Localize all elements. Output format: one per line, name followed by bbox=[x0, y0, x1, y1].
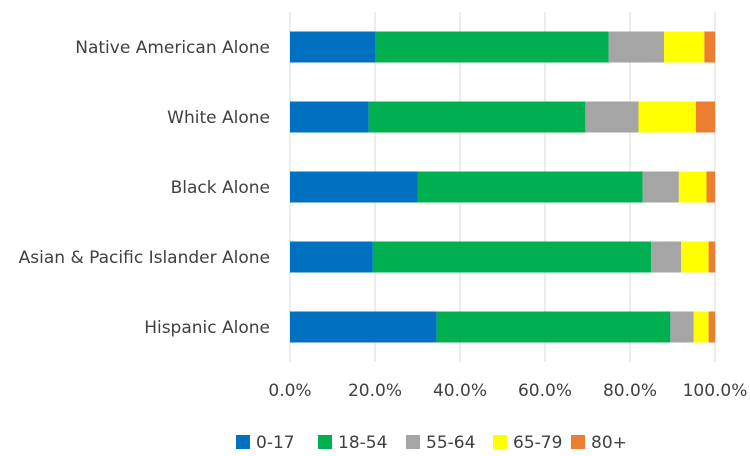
legend-label: 0-17 bbox=[256, 433, 295, 452]
bar-segment bbox=[693, 311, 709, 343]
bar-segment bbox=[706, 171, 715, 203]
bar-segment bbox=[290, 101, 369, 133]
bar-segment bbox=[670, 311, 694, 343]
bar-segment bbox=[368, 101, 586, 133]
bar-segment bbox=[290, 31, 375, 63]
bar-segment bbox=[708, 311, 715, 343]
legend-swatch bbox=[571, 435, 585, 449]
bar-segment bbox=[290, 241, 373, 273]
x-tick-label: 40.0% bbox=[433, 381, 487, 401]
bar-segment bbox=[290, 311, 437, 343]
bar-segment bbox=[290, 171, 418, 203]
bar-segment bbox=[695, 101, 715, 133]
x-tick-label: 20.0% bbox=[348, 381, 402, 401]
bar-segment bbox=[417, 171, 643, 203]
legend-label: 80+ bbox=[591, 433, 627, 452]
bar-segment bbox=[608, 31, 664, 63]
legend: 0-17 18-54 55-64 65-79 80+ bbox=[236, 433, 627, 453]
category-label: Native American Alone bbox=[75, 38, 270, 58]
legend-swatch bbox=[236, 435, 250, 449]
category-labels: Native American Alone White Alone Black Al… bbox=[19, 38, 270, 338]
x-tick-label: 80.0% bbox=[603, 381, 657, 401]
legend-label: 18-54 bbox=[338, 433, 387, 452]
bar-segment bbox=[372, 241, 652, 273]
bar-segment bbox=[704, 31, 715, 63]
x-tick-label: 0.0% bbox=[268, 381, 311, 401]
legend-label: 65-79 bbox=[513, 433, 562, 452]
bar-segment bbox=[678, 171, 707, 203]
bar-segment bbox=[708, 241, 715, 273]
legend-label: 55-64 bbox=[426, 433, 475, 452]
bar-segment bbox=[585, 101, 639, 133]
bar-segment bbox=[642, 171, 679, 203]
legend-swatch bbox=[493, 435, 507, 449]
bar-segment bbox=[638, 101, 696, 133]
x-tick-labels: 0.0% 20.0% 40.0% 60.0% 80.0% 100.0% bbox=[268, 381, 747, 401]
category-label: Hispanic Alone bbox=[144, 318, 270, 338]
bar-segment bbox=[681, 241, 709, 273]
legend-swatch bbox=[318, 435, 332, 449]
category-label: White Alone bbox=[167, 108, 270, 128]
x-tick-label: 60.0% bbox=[518, 381, 572, 401]
category-label: Black Alone bbox=[171, 178, 270, 198]
bar-segment bbox=[651, 241, 681, 273]
bar-segment bbox=[436, 311, 671, 343]
legend-swatch bbox=[406, 435, 420, 449]
category-label: Asian & Pacific Islander Alone bbox=[19, 248, 270, 268]
x-tick-label: 100.0% bbox=[683, 381, 748, 401]
bar-segment bbox=[664, 31, 705, 63]
bar-segment bbox=[375, 31, 609, 63]
bars bbox=[290, 31, 715, 343]
